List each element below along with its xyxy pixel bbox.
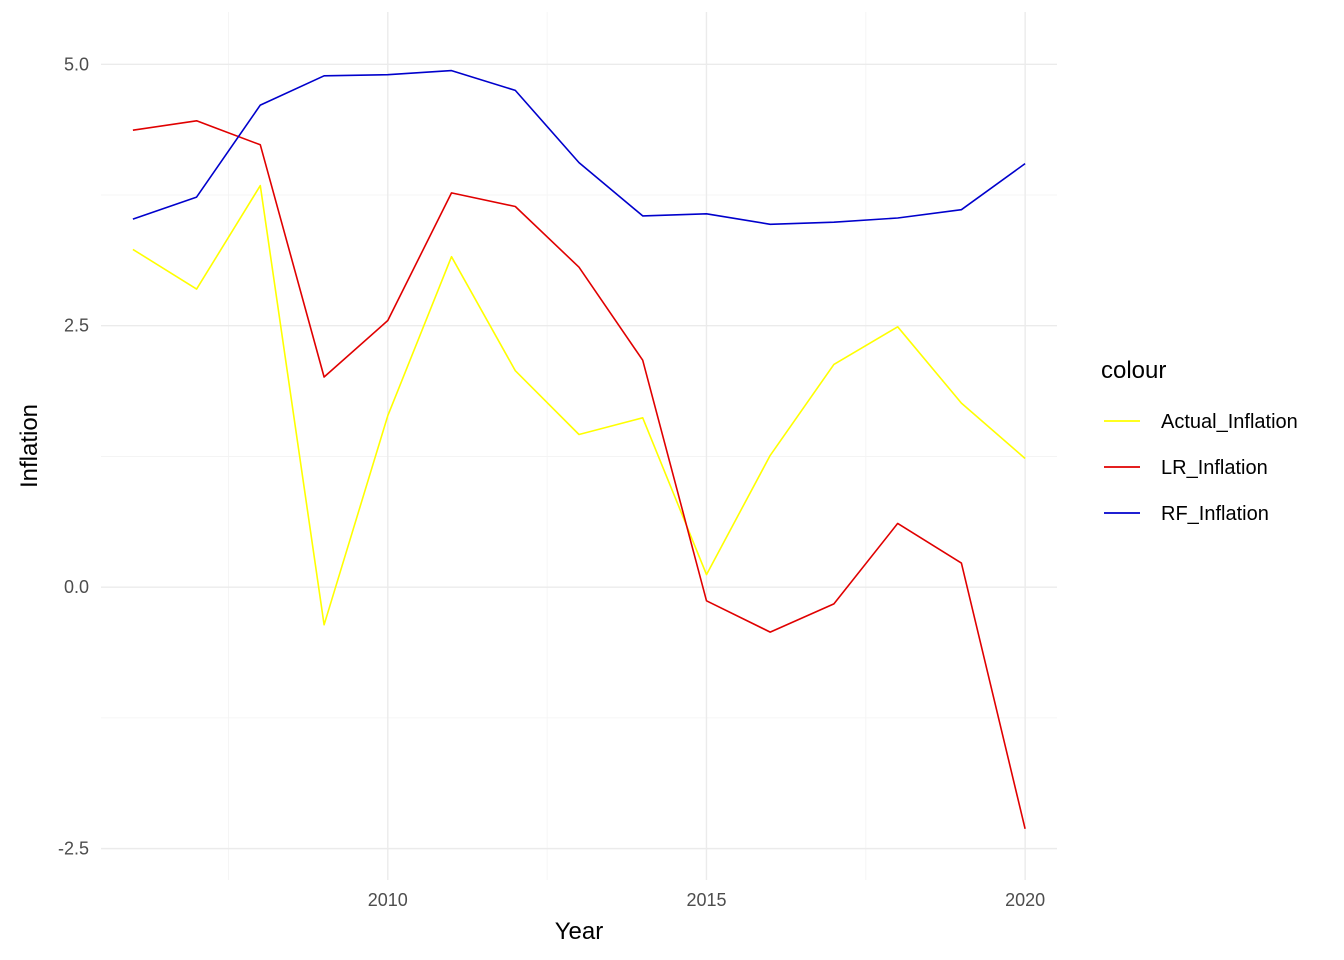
legend: colour Actual_Inflation LR_Inflation RF_In… [1101, 357, 1298, 525]
x-axis-title: Year [555, 918, 604, 945]
legend-items: Actual_Inflation LR_Inflation RF_Inflation [1104, 411, 1298, 525]
x-tick-label: 2020 [1005, 890, 1045, 910]
y-tick-label: 5.0 [64, 54, 89, 74]
legend-label: RF_Inflation [1161, 503, 1269, 525]
legend-item: RF_Inflation [1104, 503, 1269, 525]
legend-label: Actual_Inflation [1161, 411, 1298, 433]
series-lines [132, 69, 1026, 829]
series-line-rf-inflation [132, 69, 1026, 226]
x-tick-label: 2015 [686, 890, 726, 910]
y-axis-ticks: -2.5 0.0 2.5 5.0 [58, 54, 89, 858]
legend-item: LR_Inflation [1104, 457, 1268, 479]
x-axis-ticks: 2010 2015 2020 [368, 890, 1045, 910]
grid [101, 12, 1057, 880]
legend-item: Actual_Inflation [1104, 411, 1298, 433]
y-axis-title: Inflation [16, 404, 43, 488]
legend-title: colour [1101, 357, 1166, 384]
y-tick-label: 0.0 [64, 577, 89, 597]
legend-label: LR_Inflation [1161, 457, 1268, 479]
y-tick-label: 2.5 [64, 316, 89, 336]
y-tick-label: -2.5 [58, 839, 89, 859]
x-tick-label: 2010 [368, 890, 408, 910]
series-line-lr-inflation [132, 120, 1026, 829]
series-line-actual-inflation [132, 184, 1026, 626]
